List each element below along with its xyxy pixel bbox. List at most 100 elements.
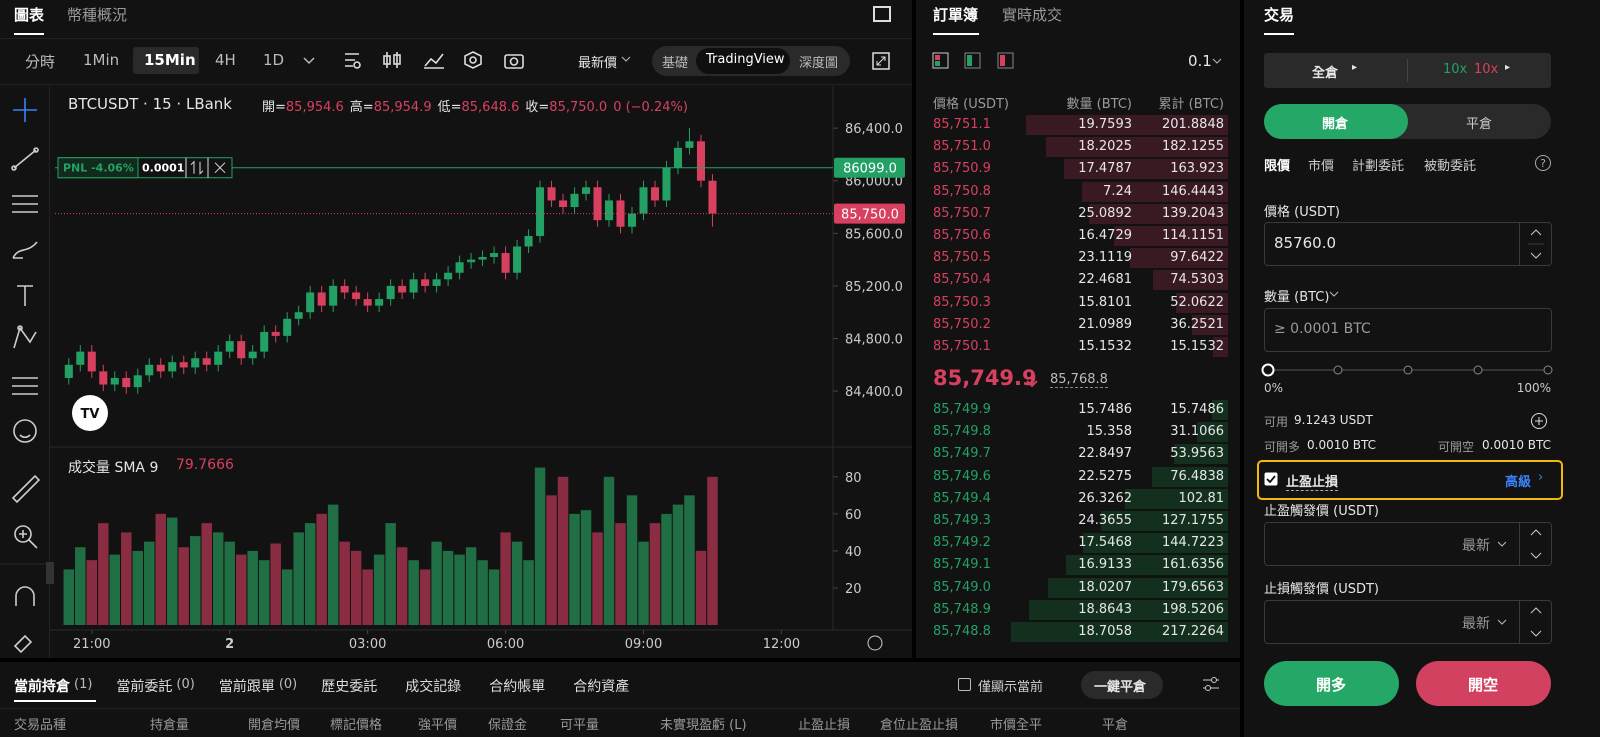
- candle-body: [87, 351, 96, 372]
- tab[interactable]: 實時成交: [1002, 6, 1063, 24]
- chevron: [1212, 58, 1222, 64]
- candle-body: [191, 358, 200, 368]
- book-qty: 21.0989: [1078, 316, 1132, 332]
- interval[interactable]: 1Min: [83, 51, 120, 69]
- position-tab[interactable]: 合約資產: [573, 679, 630, 695]
- pnl-bg: [57, 157, 139, 179]
- position-tab[interactable]: 合約帳單: [489, 679, 546, 695]
- candle-body: [616, 200, 625, 227]
- chevron[interactable]: [300, 50, 320, 70]
- leverage-short[interactable]: 10x: [1474, 62, 1499, 77]
- candle-body: [501, 253, 510, 273]
- tab[interactable]: 訂單簿: [933, 6, 979, 24]
- precision[interactable]: 0.1: [1188, 52, 1212, 70]
- tab[interactable]: 幣種概況: [67, 6, 128, 24]
- sell-label[interactable]: 開空: [1468, 676, 1499, 694]
- fullscreen-icon[interactable]: [873, 6, 891, 22]
- position-tab[interactable]: 當前持倉: [14, 679, 70, 695]
- volume-bar: [293, 532, 304, 625]
- view-tab[interactable]: 基礎: [662, 56, 689, 71]
- interval[interactable]: 分時: [25, 53, 56, 71]
- volume-bar: [166, 517, 178, 625]
- order-type[interactable]: 限價: [1264, 159, 1291, 174]
- tp-input[interactable]: [1264, 522, 1552, 566]
- tab[interactable]: 交易: [1264, 6, 1295, 24]
- interval[interactable]: 15Min: [144, 51, 196, 69]
- book-total: 182.1255: [1161, 139, 1224, 155]
- side-tab[interactable]: 開倉: [1322, 117, 1349, 132]
- depth-bar: [1064, 159, 1228, 180]
- tpsl-toggle[interactable]: 止盈止損: [1286, 471, 1339, 491]
- book-price: 85,749.6: [933, 468, 991, 484]
- position-tab[interactable]: 歷史委託: [321, 679, 378, 695]
- expand-icon[interactable]: [871, 51, 891, 71]
- interval[interactable]: 1D: [263, 51, 285, 69]
- legend-value: 85,954.9: [373, 100, 432, 115]
- candle-body: [524, 235, 533, 247]
- column-header: 保證金: [488, 718, 528, 733]
- volume-bar: [396, 547, 408, 625]
- current-only[interactable]: 僅顯示當前: [978, 680, 1044, 695]
- column-header: 倉位止盈止損: [880, 718, 959, 733]
- checkbox[interactable]: [1264, 472, 1278, 486]
- last-price: 85,749.9: [933, 366, 1037, 390]
- close-all[interactable]: 一鍵平倉: [1094, 680, 1147, 695]
- settings-icon[interactable]: [867, 635, 883, 651]
- sl-type[interactable]: 最新: [1462, 616, 1490, 632]
- candle-body: [673, 147, 683, 168]
- book-total: 161.6356: [1161, 557, 1224, 573]
- candle-body: [604, 200, 614, 221]
- side-tab[interactable]: 平倉: [1466, 117, 1493, 132]
- position-tab[interactable]: 當前委託: [116, 679, 173, 695]
- legend-label: 低=: [437, 100, 462, 115]
- tp-type[interactable]: 最新: [1462, 538, 1490, 554]
- stepper[interactable]: [1528, 526, 1544, 562]
- leverage-long[interactable]: 10x: [1443, 62, 1468, 77]
- view-tab[interactable]: TradingView: [706, 52, 785, 67]
- volume-bar: [477, 560, 488, 625]
- order-type[interactable]: 計劃委託: [1352, 159, 1405, 174]
- chart-title: BTCUSDT · 15 · LBank: [68, 95, 232, 113]
- book-qty: 18.2025: [1078, 139, 1132, 155]
- volume-bar: [281, 569, 293, 625]
- sell-button[interactable]: [1416, 661, 1551, 706]
- margin-mode[interactable]: 全倉: [1312, 66, 1339, 81]
- advanced-link[interactable]: 高級: [1505, 475, 1532, 490]
- stepper[interactable]: [1528, 226, 1544, 262]
- candle-body: [627, 213, 637, 227]
- stepper[interactable]: [1528, 604, 1544, 640]
- sl-input[interactable]: [1264, 600, 1552, 644]
- buy-label[interactable]: 開多: [1316, 676, 1347, 694]
- filter-icon[interactable]: [1202, 676, 1220, 692]
- price-input[interactable]: [1264, 222, 1552, 266]
- depth-bar: [1125, 488, 1228, 509]
- add-icon[interactable]: [1530, 412, 1548, 430]
- book-qty: 22.5275: [1078, 468, 1132, 484]
- buy-button[interactable]: [1264, 661, 1399, 706]
- checkbox[interactable]: [958, 678, 971, 691]
- x-tick-label: 2: [225, 637, 234, 652]
- qty-input[interactable]: [1264, 308, 1552, 352]
- column-header: 市價全平: [990, 718, 1043, 733]
- label: 可開多: [1264, 440, 1301, 454]
- view-tab[interactable]: 深度圖: [799, 56, 839, 71]
- volume-bar: [63, 569, 75, 625]
- price-value[interactable]: 85760.0: [1274, 234, 1337, 252]
- interval[interactable]: 4H: [215, 51, 236, 69]
- volume-bar: [649, 523, 661, 625]
- candle-body: [708, 180, 717, 214]
- slider[interactable]: [1260, 362, 1556, 378]
- help-icon[interactable]: ?: [1534, 154, 1552, 172]
- order-type[interactable]: 市價: [1308, 159, 1335, 174]
- price-tag-label: 86099.0: [843, 162, 897, 177]
- price-type[interactable]: 最新價: [578, 56, 618, 71]
- order-type[interactable]: 被動委託: [1424, 159, 1477, 174]
- tab[interactable]: 圖表: [14, 6, 45, 24]
- volume-bar: [362, 569, 373, 625]
- close-all-button[interactable]: [1081, 671, 1163, 699]
- depth-bar: [1100, 511, 1228, 531]
- position-tab[interactable]: 當前跟單: [218, 679, 275, 695]
- candle-body: [570, 193, 579, 208]
- position-tab[interactable]: 成交記錄: [405, 679, 462, 695]
